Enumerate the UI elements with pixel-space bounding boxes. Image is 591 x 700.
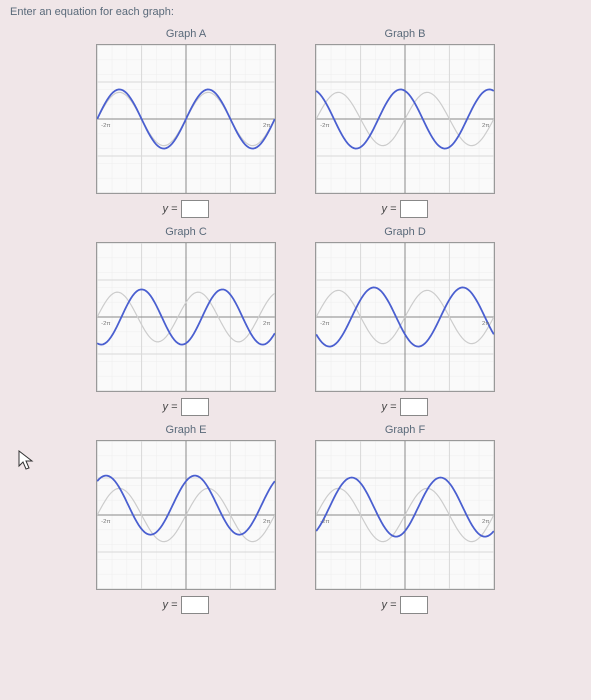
equation-label: y = xyxy=(163,599,178,611)
page-instruction: Enter an equation for each graph: xyxy=(0,0,591,24)
graph-cell-a: Graph A -2π 2π y = xyxy=(86,28,287,218)
equation-row: y = xyxy=(163,596,210,614)
svg-text:-2π: -2π xyxy=(320,123,329,129)
equation-input[interactable] xyxy=(181,398,209,416)
graph-title: Graph E xyxy=(166,424,207,436)
graph-title: Graph A xyxy=(166,28,206,40)
graph-title: Graph B xyxy=(385,28,426,40)
equation-input[interactable] xyxy=(400,596,428,614)
graph-cell-e: Graph E -2π 2π y = xyxy=(86,424,287,614)
equation-input[interactable] xyxy=(400,200,428,218)
equation-input[interactable] xyxy=(181,200,209,218)
equation-input[interactable] xyxy=(400,398,428,416)
graph-cell-f: Graph F -2π 2π y = xyxy=(305,424,506,614)
equation-label: y = xyxy=(382,599,397,611)
graph-plot: -2π 2π xyxy=(315,440,495,590)
graph-title: Graph F xyxy=(385,424,425,436)
equation-label: y = xyxy=(163,401,178,413)
svg-text:-2π: -2π xyxy=(101,519,110,525)
equation-row: y = xyxy=(382,398,429,416)
graph-plot: -2π 2π xyxy=(96,440,276,590)
svg-text:-2π: -2π xyxy=(101,321,110,327)
svg-text:2π: 2π xyxy=(263,321,270,327)
graph-plot: -2π 2π xyxy=(96,242,276,392)
graph-plot: -2π 2π xyxy=(315,242,495,392)
equation-row: y = xyxy=(382,200,429,218)
equation-input[interactable] xyxy=(181,596,209,614)
graphs-grid: Graph A -2π 2π y = Graph B -2π 2π y = Graph C -2π… xyxy=(86,24,506,614)
equation-row: y = xyxy=(382,596,429,614)
graph-cell-c: Graph C -2π 2π y = xyxy=(86,226,287,416)
equation-label: y = xyxy=(163,203,178,215)
graph-cell-b: Graph B -2π 2π y = xyxy=(305,28,506,218)
svg-text:-2π: -2π xyxy=(101,123,110,129)
svg-text:2π: 2π xyxy=(263,519,270,525)
equation-row: y = xyxy=(163,398,210,416)
svg-text:2π: 2π xyxy=(482,321,489,327)
graph-plot: -2π 2π xyxy=(96,44,276,194)
svg-text:2π: 2π xyxy=(482,123,489,129)
graph-plot: -2π 2π xyxy=(315,44,495,194)
svg-text:-2π: -2π xyxy=(320,519,329,525)
equation-row: y = xyxy=(163,200,210,218)
graph-title: Graph C xyxy=(165,226,207,238)
cursor-pointer xyxy=(18,450,36,478)
svg-text:-2π: -2π xyxy=(320,321,329,327)
graph-title: Graph D xyxy=(384,226,426,238)
svg-text:2π: 2π xyxy=(263,123,270,129)
svg-text:2π: 2π xyxy=(482,519,489,525)
equation-label: y = xyxy=(382,203,397,215)
equation-label: y = xyxy=(382,401,397,413)
graph-cell-d: Graph D -2π 2π y = xyxy=(305,226,506,416)
